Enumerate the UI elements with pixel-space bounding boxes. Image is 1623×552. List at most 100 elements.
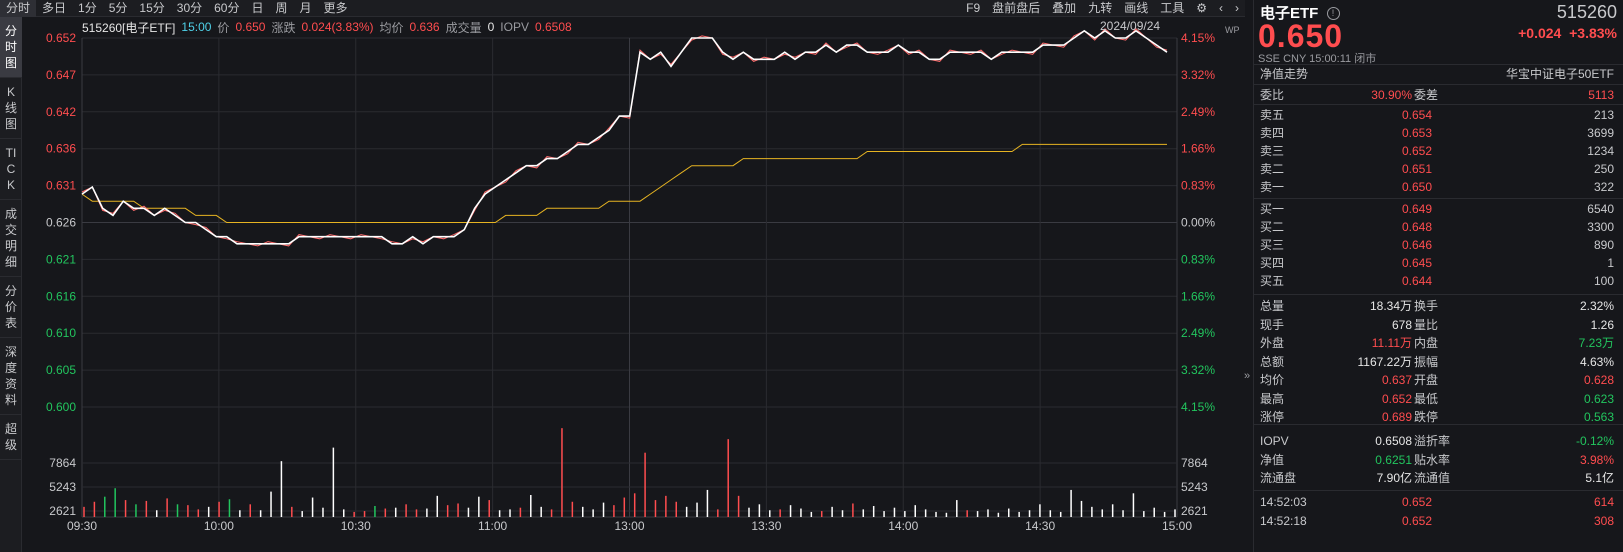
side-tab[interactable]: 超级 [0, 415, 22, 460]
side-tab[interactable]: 深度资料 [0, 338, 22, 415]
bid-level-label: 买二 [1260, 220, 1285, 234]
ask-row: 卖四 0.653 3699 [1254, 124, 1623, 142]
stat-value: 0.563 [1583, 410, 1614, 424]
period-tab[interactable]: 1分 [78, 0, 97, 15]
bid-row: 买二 0.648 3300 [1254, 218, 1623, 236]
ask-price: 0.653 [1402, 126, 1433, 140]
info-circle-icon[interactable]: ! [1326, 7, 1340, 20]
bid-volume: 890 [1593, 238, 1614, 252]
ask-row: 卖五 0.654 213 [1254, 106, 1623, 124]
wp-toggle-icon[interactable]: WP [1225, 25, 1240, 35]
tick-volume: 614 [1593, 495, 1614, 509]
tick-row: 14:52:03 0.652 614 [1254, 493, 1623, 511]
bid-level-label: 买一 [1260, 202, 1285, 216]
bid-volume: 6540 [1587, 202, 1614, 216]
price-change-pct: +3.83% [1569, 25, 1617, 41]
volume-tick-label: 7864 [1181, 456, 1208, 470]
ask-level-label: 卖一 [1260, 180, 1285, 194]
period-tab[interactable]: 15分 [139, 0, 165, 15]
side-tab[interactable]: K线图 [0, 78, 22, 139]
x-tick-label: 14:00 [888, 519, 918, 533]
iopv-line [81, 28, 1168, 247]
info-avg-label: 均价 [379, 20, 404, 35]
stat-label: 现手 [1260, 317, 1285, 332]
x-tick-label: 14:30 [1025, 519, 1055, 533]
ask-price: 0.650 [1402, 180, 1433, 194]
pct-tick-label: 3.32% [1181, 68, 1215, 82]
ask-volume: 1234 [1587, 144, 1614, 158]
chevron-left-icon[interactable]: ‹ [1219, 0, 1223, 15]
price-tick-label: 0.631 [46, 179, 76, 193]
ask-row: 卖三 0.652 1234 [1254, 142, 1623, 160]
stat-value: 0.652 [1381, 391, 1412, 406]
pct-tick-label: 3.32% [1181, 363, 1215, 377]
ask-volume: 213 [1593, 108, 1614, 122]
stat-label: 跌停 [1414, 410, 1439, 424]
info-code-name: 515260[电子ETF] [82, 20, 176, 35]
collapse-panel-icon[interactable]: » [1243, 370, 1251, 382]
period-tab[interactable]: 多日 [42, 0, 67, 15]
side-tab[interactable]: 分价表 [0, 277, 22, 338]
bid-volume: 100 [1593, 274, 1614, 288]
stat-value: 0.6251 [1375, 452, 1412, 467]
period-tab[interactable]: 5分 [108, 0, 128, 15]
stat-value: 0.628 [1583, 373, 1614, 387]
tool-button[interactable]: F9 [966, 0, 981, 15]
gear-icon[interactable]: ⚙ [1196, 0, 1207, 15]
chevron-right-icon[interactable]: › [1235, 0, 1239, 15]
stat-label: 均价 [1260, 373, 1285, 387]
nav-row[interactable]: 净值走势 华宝中证电子50ETF [1254, 65, 1623, 83]
period-tab[interactable]: 月 [299, 0, 312, 15]
stat-label: 振幅 [1414, 354, 1439, 369]
info-change: 0.024(3.83%) [301, 20, 374, 34]
stat-value: 0.689 [1381, 410, 1412, 424]
intraday-chart[interactable]: 7864 7864 5243 5243 2621 2621 0.652 4.15% 0.647 3… [22, 17, 1241, 537]
pct-tick-label: 1.66% [1181, 289, 1215, 303]
tool-button[interactable]: 画线 [1124, 0, 1149, 15]
tool-button[interactable]: 九转 [1088, 0, 1113, 15]
side-tab[interactable]: 分时图 [0, 17, 22, 78]
stat-label: 流通盘 [1260, 471, 1297, 485]
price-tick-label: 0.600 [46, 400, 76, 414]
pct-tick-label: 0.00% [1181, 216, 1215, 230]
stat-value: 2.32% [1579, 299, 1614, 313]
tick-volume: 308 [1593, 514, 1614, 528]
side-tab[interactable]: 成交明细 [0, 200, 22, 277]
tool-button[interactable]: 叠加 [1052, 0, 1077, 15]
ask-level-label: 卖二 [1260, 162, 1285, 176]
price-tick-label: 0.652 [46, 31, 76, 45]
volume-tick-label: 7864 [49, 456, 76, 470]
period-tab[interactable]: 日 [251, 0, 264, 15]
tool-button[interactable]: 工具 [1160, 0, 1185, 15]
stat-value: 678 [1391, 317, 1412, 332]
price-tick-label: 0.610 [46, 326, 76, 340]
nav-trend-link[interactable]: 净值走势 [1260, 67, 1309, 81]
security-name: 电子ETF ! [1260, 2, 1340, 23]
ask-level-label: 卖三 [1260, 144, 1285, 158]
ask-level-label: 卖四 [1260, 126, 1285, 140]
price-change-abs: +0.024 [1518, 25, 1562, 41]
price-tick-label: 0.616 [46, 289, 76, 303]
x-tick-label: 10:30 [341, 519, 371, 533]
tool-button[interactable]: 盘前盘后 [992, 0, 1041, 15]
stat-value: 18.34万 [1369, 299, 1412, 313]
quote-info-line: 515260[电子ETF] 15:00 价 0.650 涨跌 0.024(3.8… [82, 19, 572, 35]
period-tab[interactable]: 60分 [214, 0, 240, 15]
period-tab[interactable]: 周 [275, 0, 288, 15]
stat-value: 1.26 [1590, 317, 1614, 332]
stat-row: 涨停 0.689 跌停 0.563 [1254, 408, 1623, 426]
side-tab[interactable]: TICK [0, 139, 22, 200]
period-tab[interactable]: 更多 [323, 0, 348, 15]
info-change-label: 涨跌 [271, 20, 296, 35]
bid-volume: 3300 [1587, 220, 1614, 234]
stat-label: 最低 [1414, 391, 1439, 406]
pct-tick-label: 4.15% [1181, 31, 1215, 45]
period-tab[interactable]: 分时 [0, 0, 37, 17]
pct-tick-label: 0.83% [1181, 179, 1215, 193]
price-tick-label: 0.647 [46, 68, 76, 82]
pct-tick-label: 4.15% [1181, 400, 1215, 414]
ask-price: 0.651 [1402, 162, 1433, 176]
period-tab[interactable]: 30分 [176, 0, 203, 15]
bid-row: 买四 0.645 1 [1254, 254, 1623, 272]
stat-row: 现手 678 量比 1.26 [1254, 316, 1623, 334]
